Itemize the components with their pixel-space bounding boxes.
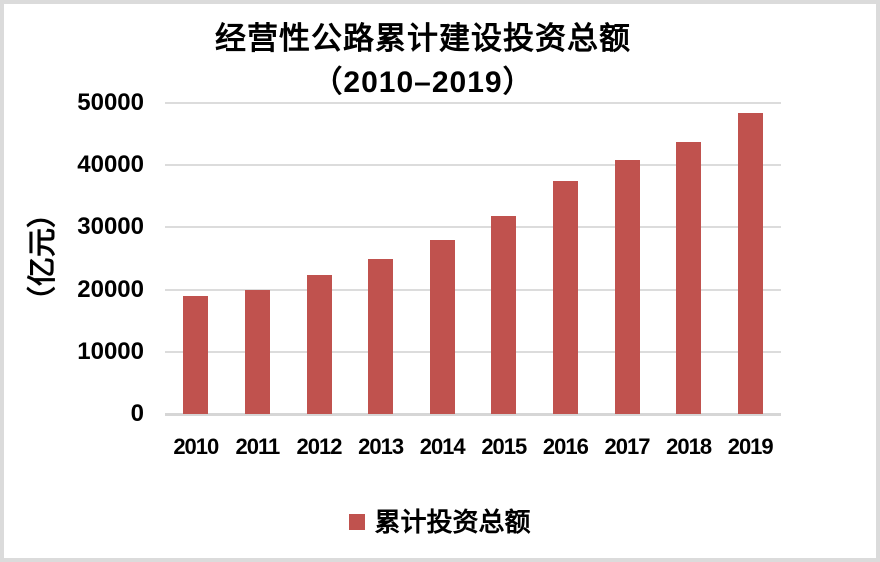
- bar-2016: [552, 180, 578, 414]
- gridline: [165, 164, 781, 167]
- x-tick-label: 2011: [235, 434, 281, 459]
- bar-2017: [614, 160, 640, 414]
- x-tick-label: 2017: [604, 434, 651, 459]
- bar-2011: [244, 290, 270, 414]
- legend: 累计投资总额: [4, 507, 876, 537]
- chart-title-line2: （2010–2019）: [4, 62, 842, 104]
- legend-swatch: [349, 514, 366, 530]
- x-tick-label: 2015: [481, 434, 527, 459]
- bar-2015: [491, 215, 517, 414]
- gridline: [165, 288, 781, 291]
- x-tick-label: 2018: [666, 434, 712, 459]
- gridline: [165, 350, 781, 353]
- y-tick-label: 10000: [77, 337, 144, 365]
- bar-2014: [429, 240, 455, 414]
- y-tick-label: 0: [130, 400, 144, 427]
- bar-2013: [368, 258, 394, 414]
- chart-title-line1: 经营性公路累计建设投资总额: [4, 16, 842, 62]
- x-tick-label: 2014: [419, 434, 466, 459]
- bar-2012: [306, 275, 332, 414]
- y-tick-label: 50000: [77, 89, 144, 116]
- y-tick-label: 40000: [77, 151, 144, 179]
- bar-2018: [676, 142, 702, 414]
- legend-label: 累计投资总额: [374, 507, 531, 537]
- plot-area: [165, 102, 781, 416]
- x-tick-label: 2013: [358, 434, 404, 459]
- bar-2019: [737, 112, 763, 414]
- gridline: [165, 102, 781, 104]
- chart-title: 经营性公路累计建设投资总额 （2010–2019）: [4, 16, 842, 104]
- bar-2010: [183, 296, 209, 414]
- x-tick-label: 2010: [173, 434, 219, 459]
- gridline: [165, 226, 781, 229]
- x-axis-line: [165, 413, 781, 416]
- y-tick-label: 20000: [77, 275, 144, 303]
- x-tick-label: 2012: [296, 434, 343, 459]
- x-tick-label: 2019: [727, 434, 774, 459]
- x-tick-label: 2016: [542, 434, 589, 459]
- y-tick-label: 30000: [77, 213, 144, 241]
